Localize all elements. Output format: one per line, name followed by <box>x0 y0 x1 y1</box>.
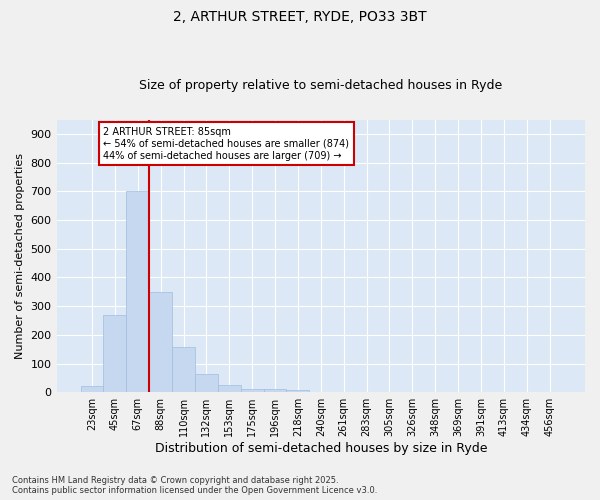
Bar <box>80 386 103 392</box>
Bar <box>172 347 195 392</box>
Bar <box>149 292 172 392</box>
Bar <box>241 390 263 392</box>
Bar <box>195 374 218 392</box>
Title: Size of property relative to semi-detached houses in Ryde: Size of property relative to semi-detach… <box>139 79 502 92</box>
Bar <box>103 314 127 392</box>
Y-axis label: Number of semi-detached properties: Number of semi-detached properties <box>15 153 25 359</box>
Bar <box>218 385 241 392</box>
Bar <box>127 192 149 392</box>
Text: 2 ARTHUR STREET: 85sqm
← 54% of semi-detached houses are smaller (874)
44% of se: 2 ARTHUR STREET: 85sqm ← 54% of semi-det… <box>103 128 349 160</box>
Bar <box>286 390 310 392</box>
X-axis label: Distribution of semi-detached houses by size in Ryde: Distribution of semi-detached houses by … <box>155 442 487 455</box>
Text: Contains HM Land Registry data © Crown copyright and database right 2025.
Contai: Contains HM Land Registry data © Crown c… <box>12 476 377 495</box>
Text: 2, ARTHUR STREET, RYDE, PO33 3BT: 2, ARTHUR STREET, RYDE, PO33 3BT <box>173 10 427 24</box>
Bar <box>263 390 286 392</box>
